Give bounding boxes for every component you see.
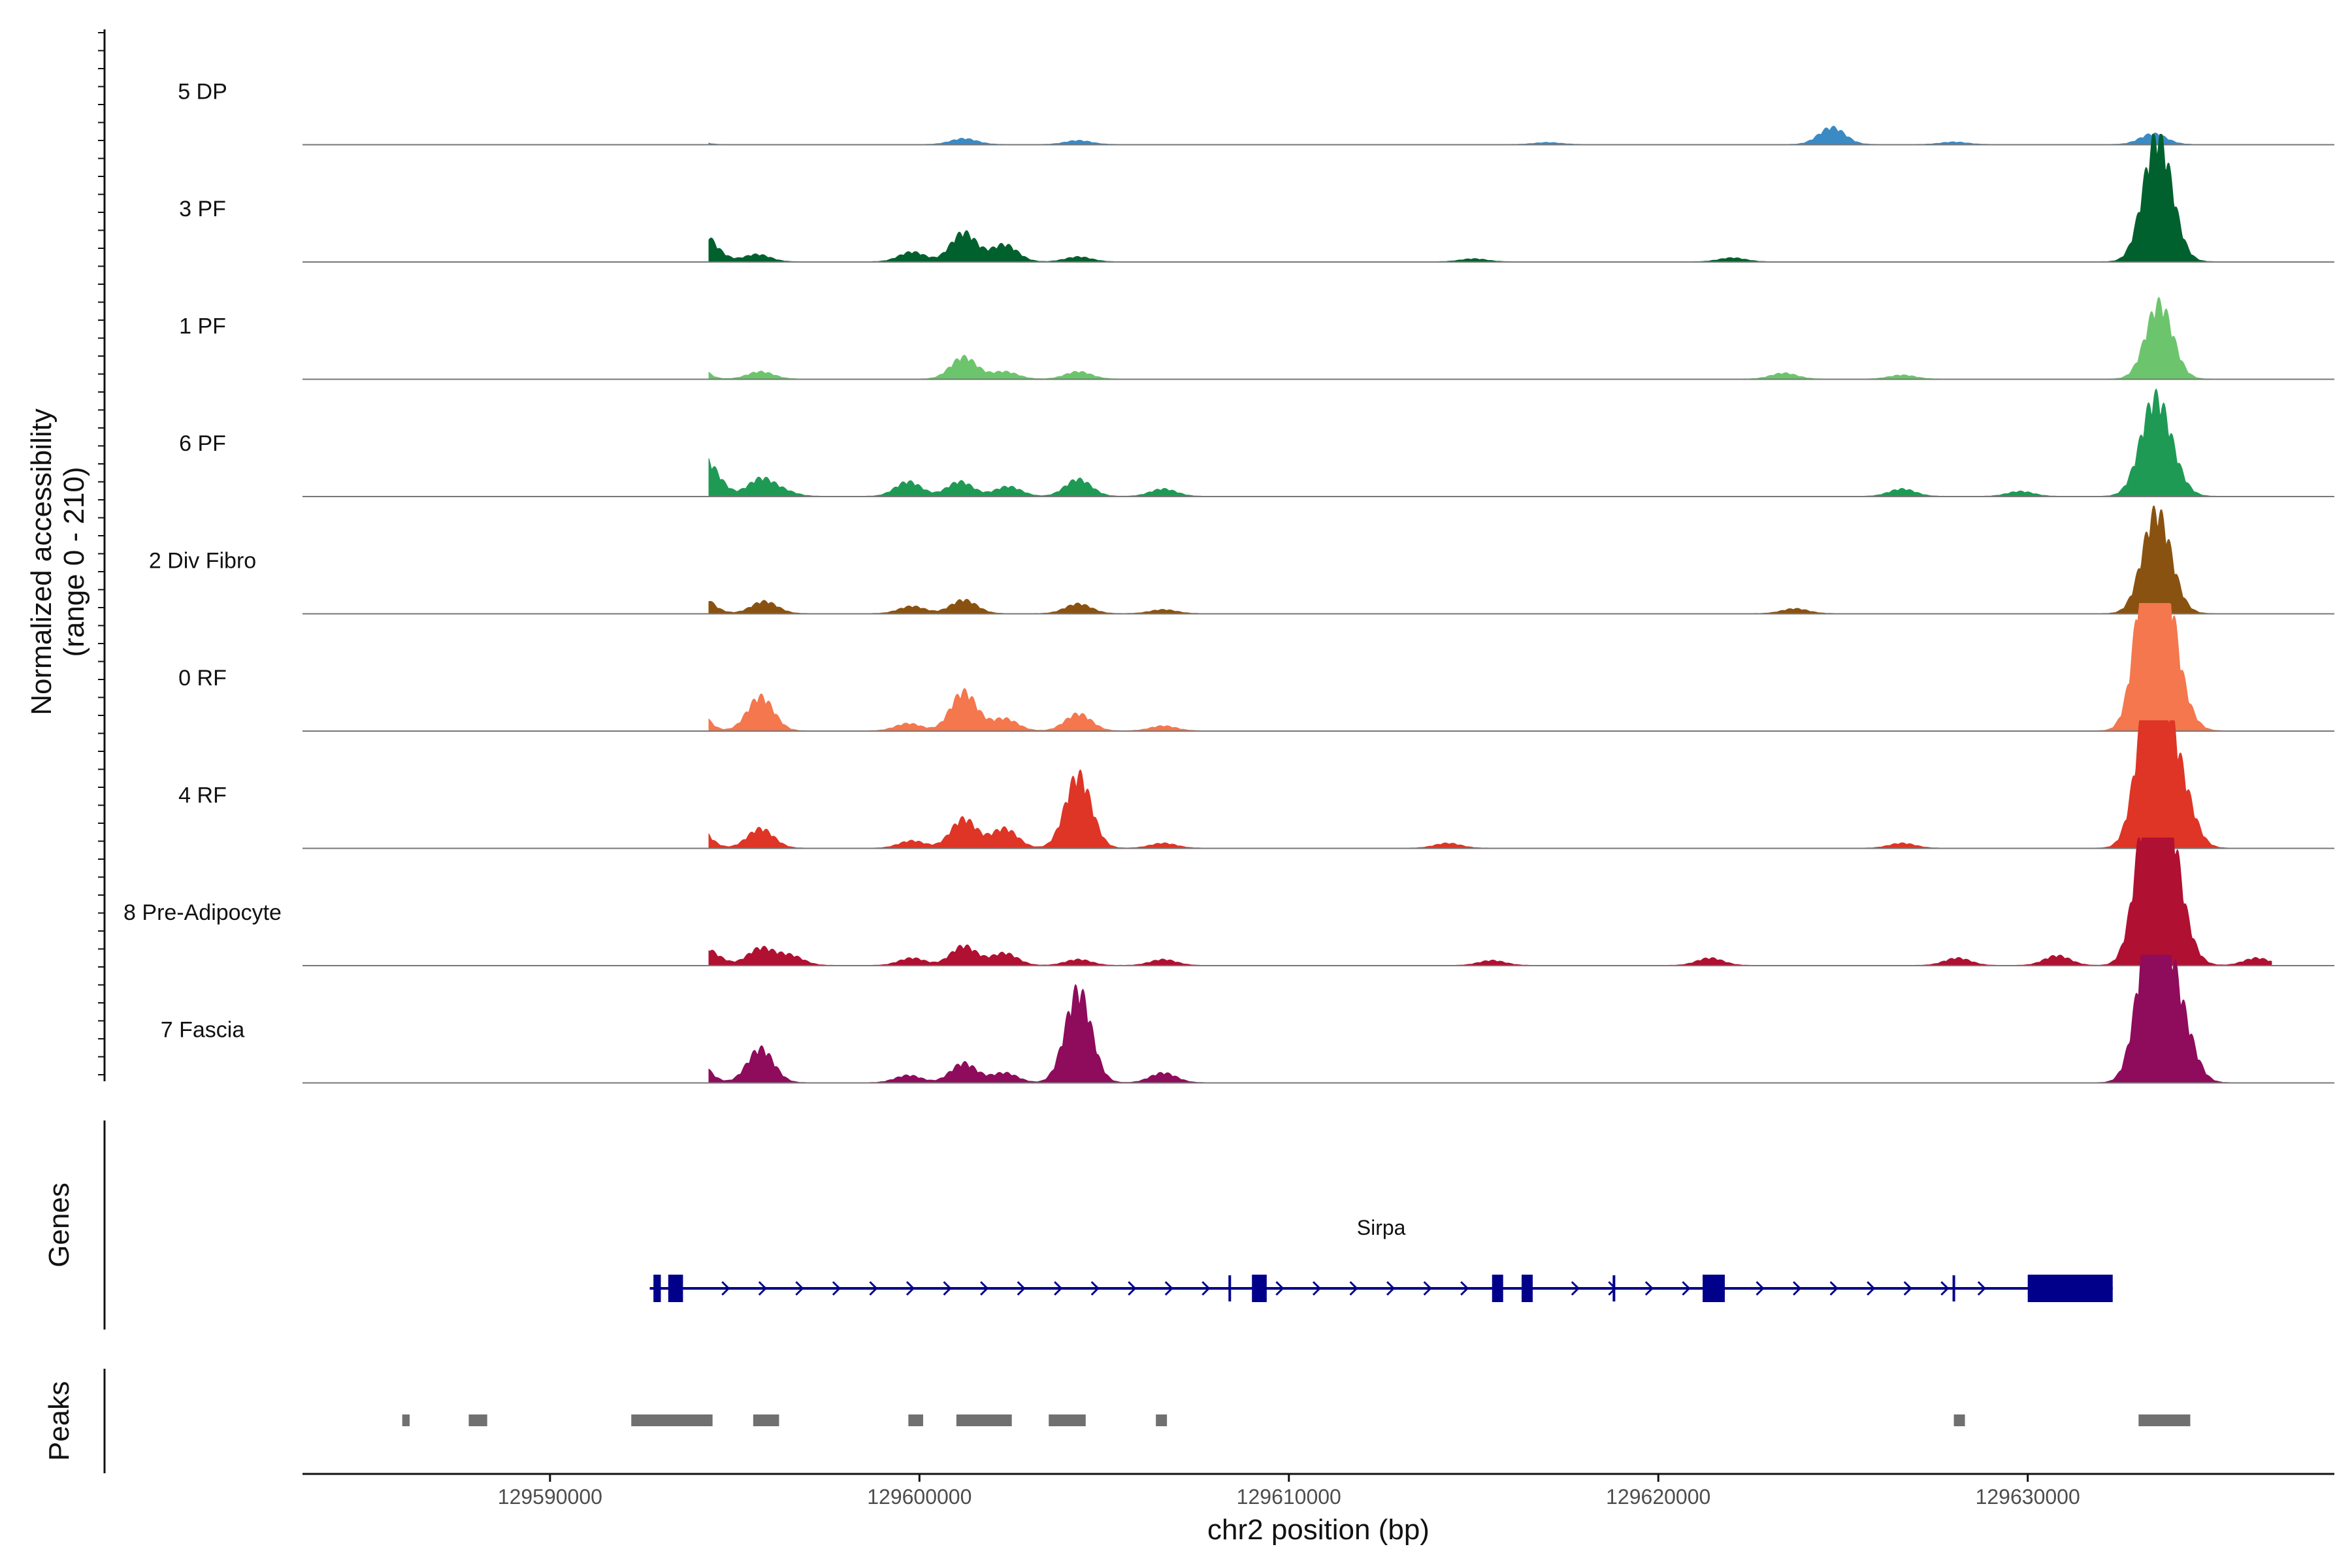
- strand-arrow: [1756, 1281, 1765, 1296]
- track-label: 0 RF: [178, 666, 227, 691]
- track-8-pre-adipocyte: 8 Pre-Adipocyte: [123, 838, 2334, 966]
- track-1-pf: 1 PF: [179, 297, 2334, 380]
- track-2-div-fibro: 2 Div Fibro: [149, 506, 2334, 615]
- peak-region: [1156, 1414, 1168, 1426]
- strand-arrow: [1128, 1281, 1137, 1296]
- strand-arrow: [1940, 1281, 1950, 1296]
- strand-arrow: [1017, 1281, 1026, 1296]
- peak-region: [1049, 1414, 1086, 1426]
- track-label: 6 PF: [179, 431, 226, 456]
- exon: [2027, 1275, 2113, 1302]
- x-tick-label: 129620000: [1606, 1485, 1710, 1509]
- x-tick-label: 129590000: [498, 1485, 602, 1509]
- strand-arrow: [943, 1281, 952, 1296]
- strand-arrow: [1644, 1281, 1654, 1296]
- coverage-y-title: Normalized accessibility (range 0 - 210): [25, 408, 90, 715]
- exon: [653, 1275, 661, 1302]
- strand-arrow: [869, 1281, 878, 1296]
- peak-region: [468, 1414, 487, 1426]
- strand-arrow: [1460, 1281, 1469, 1296]
- strand-arrow: [1571, 1281, 1580, 1296]
- strand-arrow: [758, 1281, 767, 1296]
- strand-arrow: [795, 1281, 804, 1296]
- track-6-pf: 6 PF: [179, 388, 2334, 497]
- track-0-rf: 0 RF: [178, 603, 2334, 732]
- x-axis-title: chr2 position (bp): [1207, 1514, 1429, 1546]
- strand-arrow: [1793, 1281, 1802, 1296]
- track-label: 7 Fascia: [161, 1018, 245, 1043]
- y-axis-label: Normalized accessibility: [25, 408, 57, 715]
- strand-arrow: [1349, 1281, 1358, 1296]
- gene-track: Sirpa: [649, 1216, 2113, 1302]
- peak-region: [908, 1414, 923, 1426]
- track-5-dp: 5 DP: [178, 80, 2334, 146]
- strand-arrow: [1275, 1281, 1284, 1296]
- strand-arrow: [1903, 1281, 1912, 1296]
- strand-arrow: [1829, 1281, 1838, 1296]
- genes-panel-label: Genes: [43, 1183, 75, 1267]
- exon: [1252, 1275, 1267, 1302]
- y-axis-range: (range 0 - 210): [58, 466, 90, 657]
- track-4-rf: 4 RF: [178, 720, 2334, 849]
- track-label: 5 DP: [178, 80, 227, 105]
- x-axis-ticks: 129590000 129600000 129610000 129620000 1296…: [498, 1474, 2080, 1509]
- strand-arrow: [1386, 1281, 1396, 1296]
- strand-arrow: [1312, 1281, 1322, 1296]
- peak-regions: [402, 1414, 2191, 1426]
- peak-region: [402, 1414, 410, 1426]
- track-label: 2 Div Fibro: [149, 549, 256, 574]
- peak-region: [753, 1414, 779, 1426]
- track-label: 3 PF: [179, 197, 226, 221]
- strand-arrow: [980, 1281, 989, 1296]
- peak-region: [631, 1414, 713, 1426]
- exon: [668, 1275, 683, 1302]
- track-label: 4 RF: [178, 783, 227, 808]
- peak-region: [1953, 1414, 1965, 1426]
- strand-arrow: [1867, 1281, 1876, 1296]
- strand-arrow: [1423, 1281, 1432, 1296]
- x-tick-label: 129610000: [1237, 1485, 1341, 1509]
- track-3-pf: 3 PF: [179, 134, 2334, 263]
- coverage-y-ticks: [98, 32, 105, 1075]
- strand-arrow: [906, 1281, 915, 1296]
- strand-arrow: [1090, 1281, 1100, 1296]
- strand-arrow: [1977, 1281, 1986, 1296]
- peak-region: [2138, 1414, 2191, 1426]
- strand-arrow: [1054, 1281, 1063, 1296]
- strand-arrow: [721, 1281, 730, 1296]
- peaks-panel-label: Peaks: [43, 1381, 75, 1461]
- track-7-fascia: 7 Fascia: [161, 955, 2334, 1084]
- strand-arrow: [1164, 1281, 1173, 1296]
- gene-name: Sirpa: [1357, 1216, 1406, 1239]
- x-tick-label: 129600000: [867, 1485, 972, 1509]
- strand-arrow: [1682, 1281, 1691, 1296]
- track-label: 1 PF: [179, 314, 226, 339]
- peak-region: [956, 1414, 1012, 1426]
- strand-arrow: [1201, 1281, 1211, 1296]
- track-label: 8 Pre-Adipocyte: [123, 900, 282, 925]
- exon: [1522, 1275, 1533, 1302]
- x-tick-label: 129630000: [1976, 1485, 2080, 1509]
- coverage-tracks: 5 DP 3 PF 1 PF 6 PF 2 Div Fibro 0 RF 4 RF 8 Pre…: [123, 80, 2334, 1084]
- strand-arrow: [832, 1281, 841, 1296]
- exon: [1703, 1275, 1725, 1302]
- exon: [1492, 1275, 1503, 1302]
